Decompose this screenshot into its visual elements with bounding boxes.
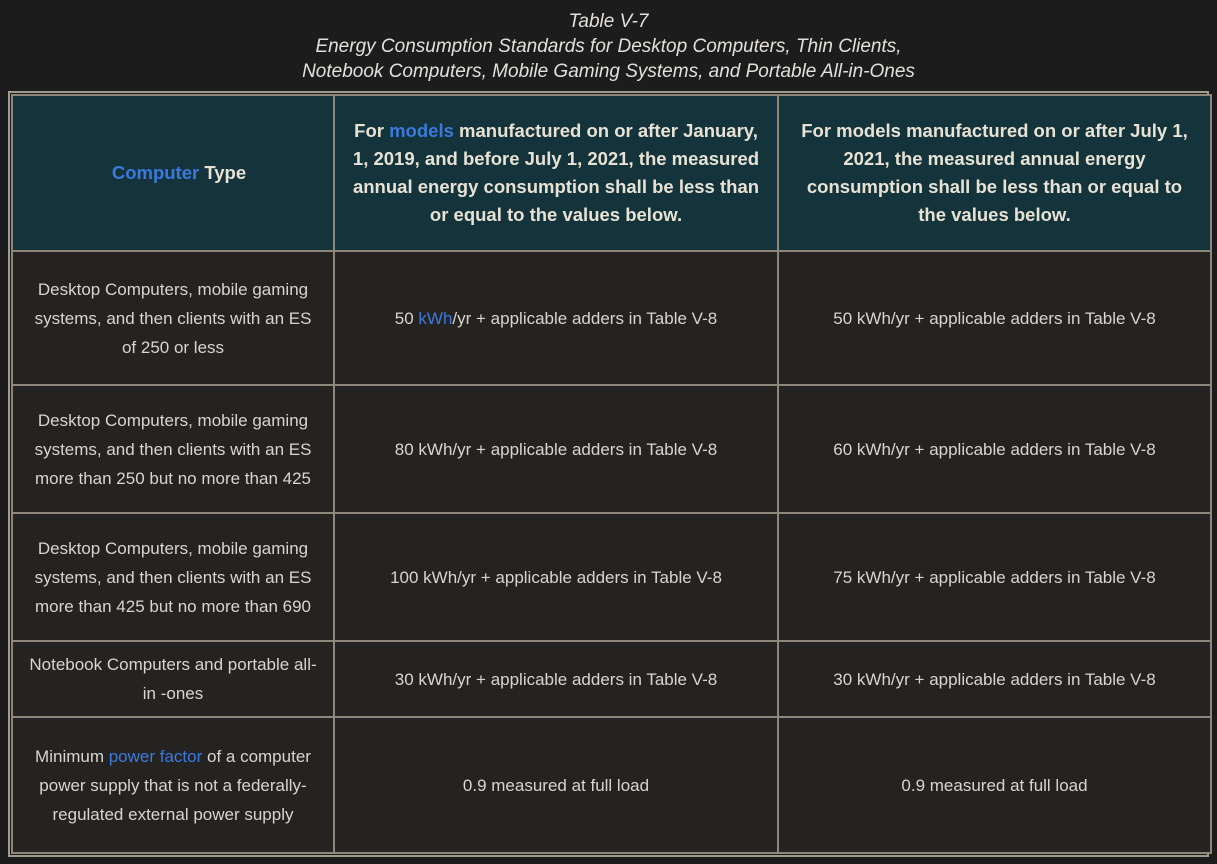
- kwh-link[interactable]: kWh: [418, 308, 453, 328]
- computer-type-cell: Notebook Computers and portable all-in -…: [11, 640, 335, 718]
- after-2021-value-cell: 50 kWh/yr + applicable adders in Table V…: [777, 250, 1212, 386]
- computer-type-cell: Desktop Computers, mobile gaming systems…: [11, 512, 335, 642]
- header-cell-computer-type: Computer Type: [11, 94, 335, 252]
- after-2021-value-cell: 30 kWh/yr + applicable adders in Table V…: [777, 640, 1212, 718]
- table-row: Notebook Computers and portable all-in -…: [11, 640, 1212, 718]
- after-2021-value-cell: 75 kWh/yr + applicable adders in Table V…: [777, 512, 1212, 642]
- table-row: Desktop Computers, mobile gaming systems…: [11, 250, 1212, 386]
- table-title-line2: Energy Consumption Standards for Desktop…: [315, 36, 902, 57]
- header-cell-computer-type-text: Type: [199, 162, 247, 183]
- before-2021-value-cell: 100 kWh/yr + applicable adders in Table …: [333, 512, 779, 642]
- before-2021-value-cell: 30 kWh/yr + applicable adders in Table V…: [333, 640, 779, 718]
- after-2021-value-cell: 60 kWh/yr + applicable adders in Table V…: [777, 384, 1212, 514]
- after-2021-value-cell: 0.9 measured at full load: [777, 716, 1212, 854]
- computer-type-cell: Minimum power factor of a computer power…: [11, 716, 335, 854]
- computer-link[interactable]: Computer: [111, 162, 200, 183]
- type-pre: Minimum: [35, 746, 109, 766]
- table-title-line3: Notebook Computers, Mobile Gaming System…: [302, 61, 915, 82]
- type-post: of a computer power supply that is not a…: [39, 746, 311, 824]
- header-cell-before-july-2021: For models manufactured on or after Janu…: [333, 94, 779, 252]
- power-factor-link[interactable]: power factor: [108, 746, 203, 766]
- energy-standards-table-frame: Computer Type For models manufactured on…: [8, 91, 1212, 857]
- value-pre: 50: [394, 308, 419, 328]
- header-2019-post: manufactured on or after January, 1, 201…: [352, 120, 760, 225]
- models-link[interactable]: models: [389, 120, 454, 141]
- value-post: /yr + applicable adders in Table V-8: [452, 308, 718, 328]
- computer-type-cell: Desktop Computers, mobile gaming systems…: [11, 250, 335, 386]
- header-row: Computer Type For models manufactured on…: [11, 94, 1212, 252]
- before-2021-value-cell: 0.9 measured at full load: [333, 716, 779, 854]
- header-cell-after-july-2021: For models manufactured on or after July…: [777, 94, 1212, 252]
- computer-type-cell: Desktop Computers, mobile gaming systems…: [11, 384, 335, 514]
- before-2021-value-cell: 80 kWh/yr + applicable adders in Table V…: [333, 384, 779, 514]
- table-title-line1: Table V-7: [568, 11, 649, 32]
- table-title: Table V-7 Energy Consumption Standards f…: [0, 0, 1217, 91]
- header-2019-pre: For: [354, 120, 390, 141]
- energy-standards-table: Computer Type For models manufactured on…: [11, 94, 1212, 854]
- table-row: Minimum power factor of a computer power…: [11, 716, 1212, 854]
- table-row: Desktop Computers, mobile gaming systems…: [11, 512, 1212, 642]
- before-2021-value-cell: 50 kWh/yr + applicable adders in Table V…: [333, 250, 779, 386]
- table-row: Desktop Computers, mobile gaming systems…: [11, 384, 1212, 514]
